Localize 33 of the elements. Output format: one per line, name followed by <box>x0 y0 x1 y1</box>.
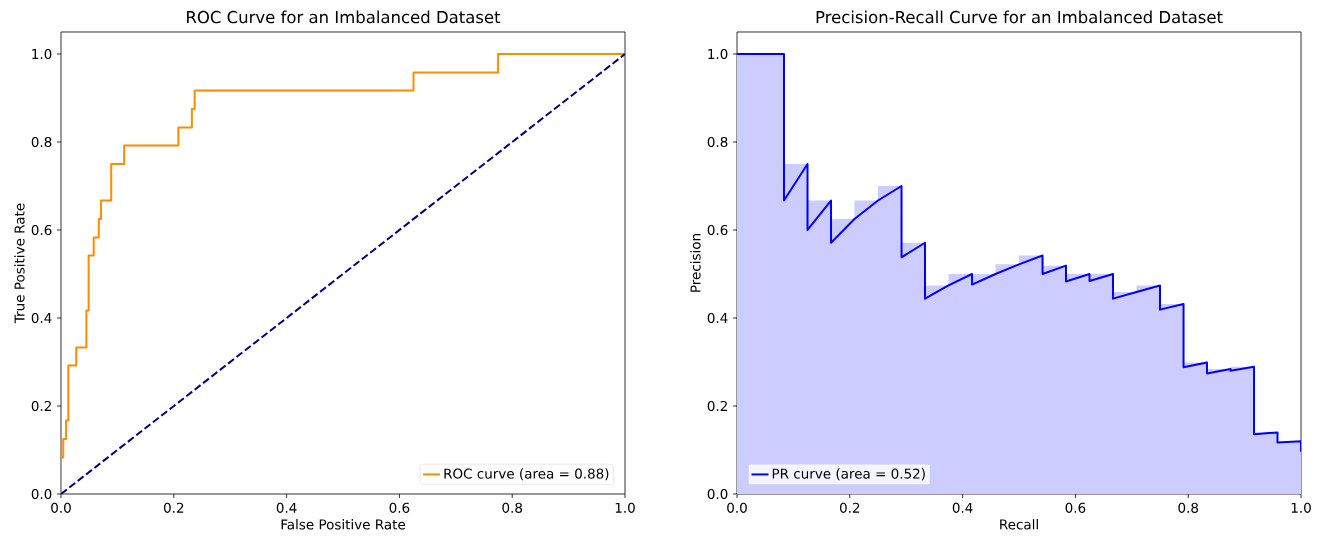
y-tick-label: 0.4 <box>31 312 52 324</box>
legend-label: PR curve (area = 0.52) <box>772 468 925 481</box>
y-tick-label: 0.2 <box>707 400 727 412</box>
x-tick-label: 0.4 <box>276 502 297 513</box>
y-tick-label: 0.8 <box>707 136 728 148</box>
x-tick-label: 1.0 <box>1291 502 1311 513</box>
y-tick-label: 0.0 <box>707 488 728 500</box>
x-tick-label: 0.6 <box>389 502 410 513</box>
y-axis-title: Precision <box>690 234 701 292</box>
y-tick-label: 0.6 <box>707 224 728 236</box>
y-tick-label: 0.4 <box>707 312 728 324</box>
x-tick-label: 1.0 <box>615 502 635 513</box>
x-tick-label: 0.8 <box>502 502 523 513</box>
chart-title: ROC Curve for an Imbalanced Dataset <box>187 10 501 24</box>
legend-label: ROC curve (area = 0.88) <box>444 468 609 481</box>
line-series <box>61 53 626 494</box>
y-tick-label: 0.0 <box>31 488 52 500</box>
x-axis-title: False Positive Rate <box>281 519 406 530</box>
y-tick-label: 0.2 <box>31 400 51 412</box>
x-tick-label: 0.8 <box>1178 502 1199 513</box>
x-tick-label: 0.2 <box>163 502 184 513</box>
y-tick-label: 0.8 <box>31 136 52 148</box>
x-tick-label: 0.6 <box>1065 502 1086 513</box>
x-tick-label: 0.2 <box>839 502 860 513</box>
x-tick-label: 0.0 <box>51 502 71 513</box>
y-tick-label: 1.0 <box>708 48 728 60</box>
y-axis-title: True Positive Rate <box>14 203 25 324</box>
chart-title: Precision-Recall Curve for an Imbalanced Dataset <box>816 10 1223 24</box>
x-tick-label: 0.4 <box>952 502 973 513</box>
y-tick-label: 0.6 <box>31 224 52 236</box>
y-tick-label: 1.0 <box>32 48 52 60</box>
x-tick-label: 0.0 <box>727 502 747 513</box>
x-axis-title: Recall <box>1000 519 1038 530</box>
